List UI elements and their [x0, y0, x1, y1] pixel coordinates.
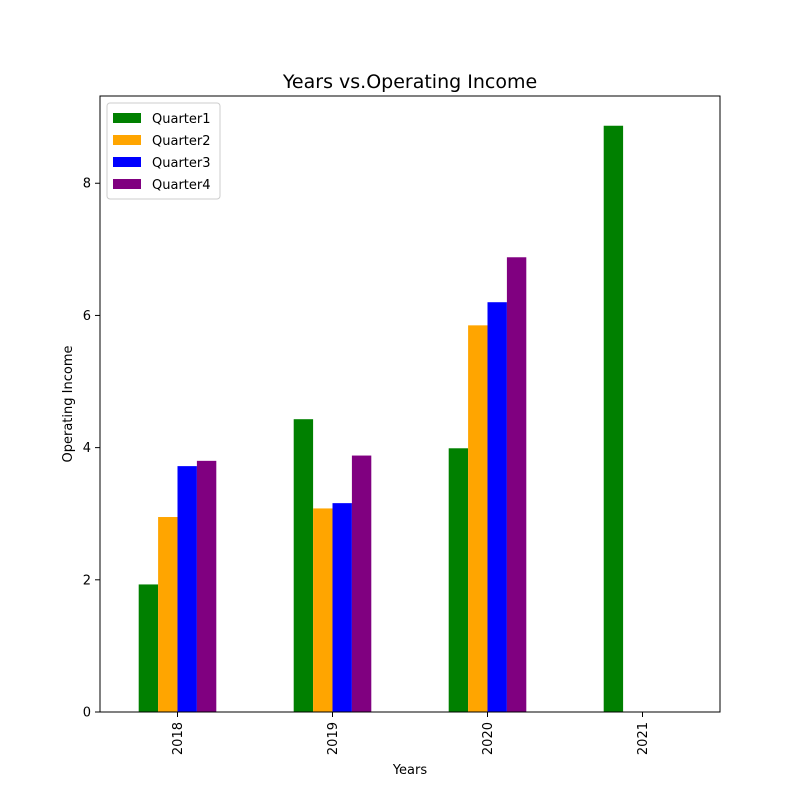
bar-2019-quarter1 — [293, 419, 314, 712]
bar-2020-quarter1 — [448, 448, 469, 712]
bar-2020-quarter2 — [468, 325, 488, 712]
legend-label-quarter3: Quarter3 — [152, 156, 211, 171]
x-ticks: 2018 2019 2020 2021 — [171, 712, 651, 755]
bar-2020-quarter3 — [487, 302, 507, 712]
y-tick-label: 2 — [83, 573, 91, 588]
y-tick-label: 6 — [83, 309, 91, 324]
legend-label-quarter2: Quarter2 — [152, 134, 211, 149]
bar-2018-quarter2 — [158, 517, 178, 712]
bar-2018-quarter3 — [177, 466, 197, 712]
chart-title: Years vs.Operating Income — [282, 71, 537, 93]
bar-2020-quarter4 — [506, 257, 527, 712]
bar-2019-quarter3 — [332, 503, 352, 712]
y-ticks: 0 2 4 6 8 — [83, 177, 100, 721]
y-tick-label: 0 — [83, 706, 91, 721]
x-tick-label: 2020 — [481, 722, 496, 755]
y-tick-label: 4 — [83, 441, 91, 456]
x-tick-label: 2021 — [636, 722, 651, 755]
legend: Quarter1 Quarter2 Quarter3 Quarter4 — [106, 102, 221, 200]
legend-label-quarter4: Quarter4 — [152, 178, 211, 193]
bar-2021-quarter1 — [603, 125, 624, 712]
bar-2019-quarter2 — [313, 508, 333, 712]
x-tick-label: 2018 — [171, 722, 186, 755]
bar-2018-quarter1 — [138, 584, 159, 712]
bar-2019-quarter4 — [351, 455, 372, 712]
plot-frame — [99, 95, 721, 713]
legend-swatch-quarter4 — [113, 179, 141, 189]
legend-swatch-quarter1 — [113, 113, 141, 123]
y-axis-label: Operating Income — [61, 346, 76, 463]
y-tick-label: 8 — [83, 177, 91, 192]
legend-swatch-quarter3 — [113, 157, 141, 167]
x-tick-label: 2019 — [326, 722, 341, 755]
legend-swatch-quarter2 — [113, 135, 141, 145]
x-axis-label: Years — [392, 763, 428, 778]
bar-2018-quarter4 — [196, 460, 217, 712]
legend-box — [106, 102, 221, 200]
legend-label-quarter1: Quarter1 — [152, 112, 211, 127]
bars — [138, 125, 624, 712]
